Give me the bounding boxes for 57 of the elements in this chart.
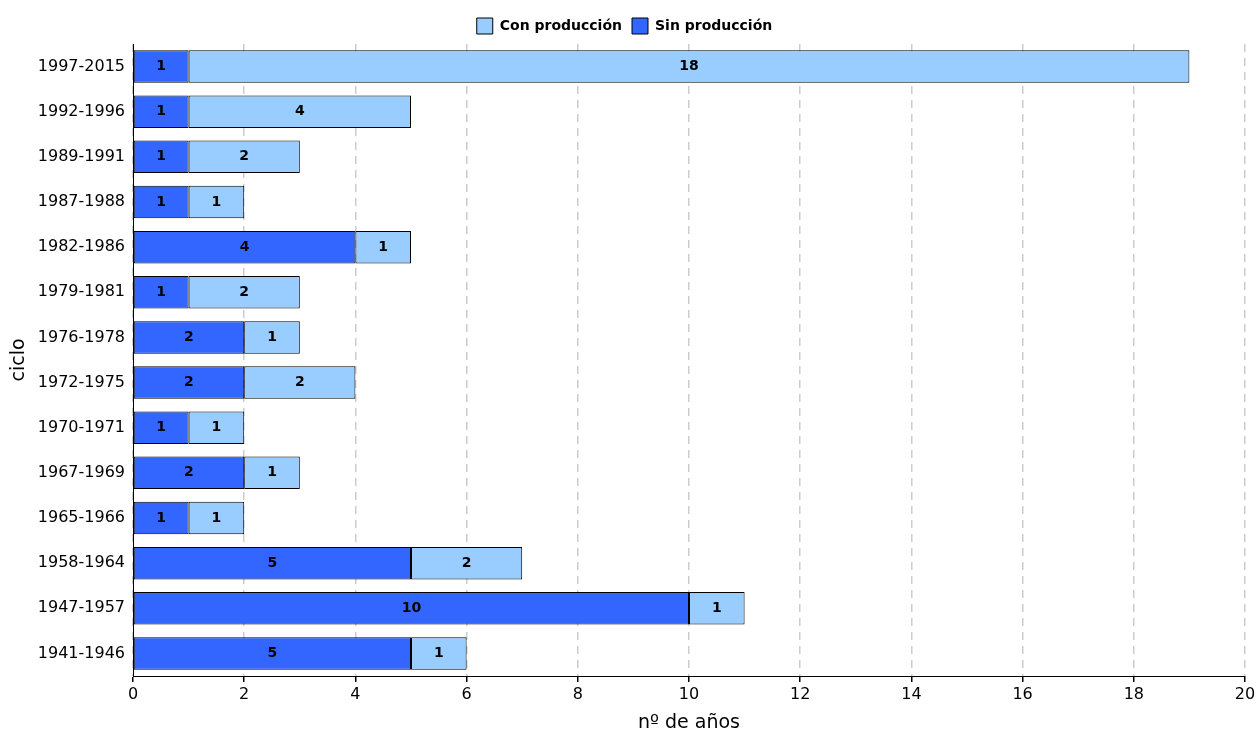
x-tick-label: 10 bbox=[678, 683, 700, 703]
y-tick-label: 1976-1978 bbox=[37, 326, 126, 346]
data-label: 1 bbox=[211, 418, 222, 435]
x-tick-label: 8 bbox=[572, 683, 583, 703]
x-tick-label: 6 bbox=[461, 683, 472, 703]
y-tick-label: 1979-1981 bbox=[37, 281, 126, 301]
data-label: 18 bbox=[679, 57, 699, 74]
legend-label: Con producción bbox=[499, 16, 623, 33]
x-tick-label: 0 bbox=[127, 683, 139, 703]
y-tick-label: 1967-1969 bbox=[37, 462, 126, 482]
x-tick-label: 16 bbox=[1012, 683, 1033, 703]
legend-label: Sin producción bbox=[655, 16, 773, 33]
y-tick-label: 1987-1988 bbox=[37, 191, 126, 211]
data-label: 1 bbox=[156, 192, 167, 209]
x-tick-label: 2 bbox=[239, 683, 250, 703]
x-tick-label: 12 bbox=[790, 683, 811, 703]
x-tick-label: 4 bbox=[350, 683, 361, 703]
y-tick-label: 1989-1991 bbox=[37, 146, 126, 166]
y-tick-label: 1982-1986 bbox=[37, 236, 126, 256]
data-label: 2 bbox=[239, 282, 250, 299]
data-label: 2 bbox=[184, 463, 194, 480]
data-label: 1 bbox=[267, 463, 277, 480]
x-tick-label: 18 bbox=[1123, 683, 1144, 703]
data-label: 1 bbox=[156, 57, 167, 74]
y-tick-label: 1947-1957 bbox=[37, 597, 126, 617]
data-label: 1 bbox=[156, 418, 167, 435]
data-label: 1 bbox=[156, 282, 167, 299]
data-label: 5 bbox=[267, 644, 278, 661]
y-axis-title: ciclo bbox=[6, 338, 29, 382]
x-tick-label: 20 bbox=[1234, 683, 1256, 703]
y-tick-label: 1970-1971 bbox=[37, 416, 126, 436]
data-label: 1 bbox=[267, 328, 277, 345]
y-tick-label: 1941-1946 bbox=[37, 642, 126, 662]
data-label: 10 bbox=[401, 598, 422, 615]
y-tick-label: 1972-1975 bbox=[37, 371, 126, 391]
data-label: 2 bbox=[239, 147, 250, 164]
data-label: 4 bbox=[294, 102, 305, 119]
data-label: 2 bbox=[461, 553, 472, 570]
y-tick-label: 1965-1966 bbox=[37, 507, 126, 527]
y-tick-label: 1997-2015 bbox=[37, 55, 126, 75]
data-label: 1 bbox=[156, 102, 167, 119]
data-label: 1 bbox=[156, 508, 167, 525]
data-label: 2 bbox=[184, 373, 194, 390]
data-label: 1 bbox=[211, 508, 222, 525]
y-tick-label: 1958-1964 bbox=[37, 552, 126, 572]
x-axis-title: nº de años bbox=[637, 709, 741, 732]
data-label: 2 bbox=[294, 373, 305, 390]
data-label: 1 bbox=[711, 598, 722, 615]
data-label: 4 bbox=[239, 237, 250, 254]
data-label: 1 bbox=[211, 192, 222, 209]
data-label: 1 bbox=[156, 147, 167, 164]
data-label: 1 bbox=[433, 644, 444, 661]
data-label: 1 bbox=[378, 237, 389, 254]
data-label: 5 bbox=[267, 553, 278, 570]
y-tick-label: 1992-1996 bbox=[37, 100, 126, 120]
x-tick-label: 14 bbox=[901, 683, 922, 703]
data-label: 2 bbox=[184, 328, 194, 345]
